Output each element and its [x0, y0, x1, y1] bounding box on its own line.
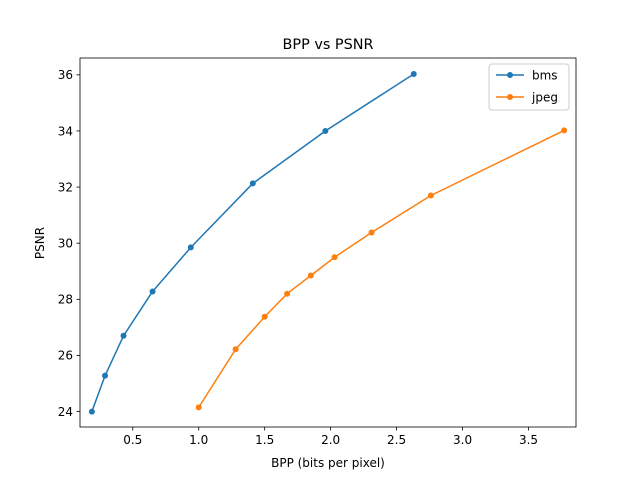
y-tick-label: 32 [58, 180, 73, 194]
axes-frame [79, 57, 577, 428]
data-point-bms [120, 332, 127, 339]
y-tick-label: 28 [58, 293, 73, 307]
data-point-bms [249, 180, 256, 187]
x-tick-label: 2.5 [387, 433, 406, 447]
legend-label-bms: bms [532, 68, 558, 82]
y-tick-label: 24 [58, 405, 73, 419]
data-point-bms [187, 244, 194, 251]
y-tick-label: 26 [58, 349, 73, 363]
data-point-jpeg [427, 192, 434, 199]
data-point-bms [149, 288, 156, 295]
legend-marker-bms [507, 72, 513, 78]
plot-area: 0.5 1.0 1.5 2.0 2.5 3.0 3.5 24 26 28 30 32 34 36 [58, 57, 577, 447]
y-tick-label: 34 [58, 124, 73, 138]
y-axis-title: PSNR [33, 227, 47, 259]
x-tick-label: 1.5 [255, 433, 274, 447]
legend-marker-jpeg [507, 94, 513, 100]
data-point-bms [322, 127, 329, 134]
x-tick-label: 3.0 [453, 433, 472, 447]
legend-label-jpeg: jpeg [531, 90, 558, 104]
data-point-jpeg [232, 346, 239, 353]
data-point-jpeg [307, 272, 314, 279]
x-axis-title: BPP (bits per pixel) [271, 456, 385, 470]
data-point-bms [410, 70, 417, 77]
data-point-jpeg [331, 254, 338, 261]
x-tick-label: 0.5 [123, 433, 142, 447]
x-tick-label: 3.5 [519, 433, 538, 447]
data-point-jpeg [368, 229, 375, 236]
y-tick-label: 30 [58, 237, 73, 251]
chart-title: BPP vs PSNR [283, 37, 374, 53]
data-point-bms [88, 408, 95, 415]
x-tick-label: 1.0 [189, 433, 208, 447]
y-tick-label: 36 [58, 68, 73, 82]
data-point-jpeg [284, 290, 291, 297]
data-point-jpeg [195, 404, 202, 411]
data-point-jpeg [261, 313, 268, 320]
x-tick-label: 2.0 [321, 433, 340, 447]
data-point-bms [102, 372, 109, 379]
data-point-jpeg [561, 127, 568, 134]
series-line-bms [91, 73, 415, 412]
legend: bms jpeg [488, 63, 570, 111]
